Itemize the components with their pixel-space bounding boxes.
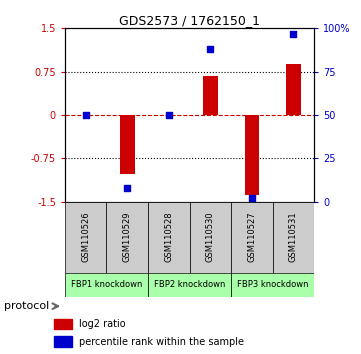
- Point: [249, 195, 255, 201]
- Bar: [148, 202, 190, 273]
- Bar: [203, 76, 218, 115]
- Point: [83, 112, 89, 118]
- Text: GSM110530: GSM110530: [206, 212, 215, 263]
- Point: [166, 112, 172, 118]
- Text: FBP3 knockdown: FBP3 knockdown: [237, 280, 308, 290]
- Bar: [286, 64, 301, 115]
- Text: FBP2 knockdown: FBP2 knockdown: [154, 280, 225, 290]
- Text: protocol: protocol: [4, 301, 49, 311]
- Point: [207, 46, 213, 52]
- Bar: [244, 115, 259, 195]
- Bar: [65, 202, 106, 273]
- Bar: [190, 202, 231, 273]
- Text: FBP1 knockdown: FBP1 knockdown: [71, 280, 142, 290]
- Bar: [231, 273, 314, 297]
- Point: [290, 31, 296, 36]
- Text: GSM110531: GSM110531: [289, 212, 298, 263]
- Bar: [65, 273, 148, 297]
- Text: GSM110526: GSM110526: [81, 212, 90, 263]
- Bar: [106, 202, 148, 273]
- Text: log2 ratio: log2 ratio: [79, 319, 126, 329]
- Title: GDS2573 / 1762150_1: GDS2573 / 1762150_1: [119, 14, 260, 27]
- Text: GSM110528: GSM110528: [164, 212, 173, 263]
- Point: [124, 185, 130, 191]
- Text: GSM110527: GSM110527: [247, 212, 256, 263]
- Bar: [120, 115, 135, 174]
- Text: percentile rank within the sample: percentile rank within the sample: [79, 337, 244, 347]
- Bar: [148, 273, 231, 297]
- Bar: [54, 336, 72, 347]
- Bar: [231, 202, 273, 273]
- Bar: [54, 319, 72, 329]
- Bar: [273, 202, 314, 273]
- Text: GSM110529: GSM110529: [123, 212, 132, 262]
